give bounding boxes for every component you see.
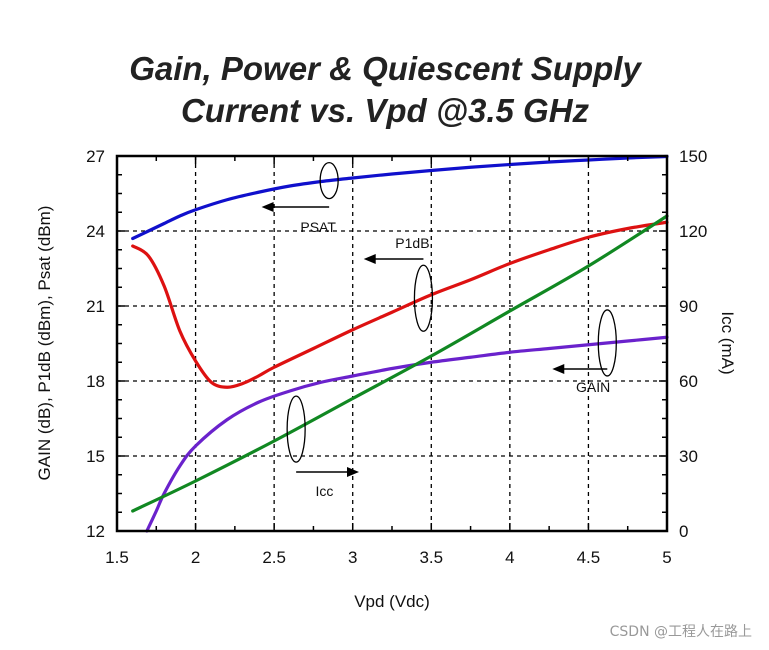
y-tick-label-right: 0 [679,522,688,541]
callout-arrowhead-psat [261,202,274,212]
callout-label-icc: Icc [315,483,333,499]
series-line-p1db [131,220,669,389]
y-tick-label-right: 60 [679,372,698,391]
callout-arrowhead-gain [552,364,565,374]
chart-title-line2: Current vs. Vpd @3.5 GHz [181,92,590,129]
callout-ellipse-icc [286,395,306,463]
x-tick-label: 4.5 [577,548,601,567]
y-tick-label-right: 30 [679,447,698,466]
x-tick-label: 4 [505,548,514,567]
watermark: CSDN @工程人在路上 [610,624,752,640]
series-line-icc [131,214,669,513]
chart-title-line1: Gain, Power & Quiescent Supply [129,50,642,87]
x-tick-label: 3 [348,548,357,567]
plot-frame [115,154,669,533]
callout-ellipse-p1db [413,264,434,332]
callout-arrowhead-p1db [363,254,376,264]
annotations: PSAT P1dB GAIN Icc [261,161,617,499]
callout-label-gain: GAIN [576,379,610,395]
y-tick-label-left: 21 [86,297,105,316]
y-tick-label-left: 18 [86,372,105,391]
x-tick-label: 1.5 [105,548,129,567]
y-tick-label-right: 150 [679,147,707,166]
callout-label-p1db: P1dB [395,235,429,251]
x-tick-label: 5 [662,548,671,567]
callout-arrowhead-icc [347,467,359,477]
callout-label-psat: PSAT [300,219,336,235]
series-line-psat [131,154,669,241]
grid [117,156,667,531]
x-axis-label: Vpd (Vdc) [354,592,430,611]
y-axis-label-right: Icc (mA) [718,311,737,374]
callout-ellipse-psat [319,161,339,200]
y-axis-label-left: GAIN (dB), P1dB (dBm), Psat (dBm) [35,206,54,481]
ticks: 1.5 2 2.5 3 3.5 4 4.5 5 12 15 18 21 24 27 0 30 60 90 120 15… [86,147,707,567]
y-tick-label-left: 12 [86,522,105,541]
y-tick-label-right: 90 [679,297,698,316]
y-tick-label-left: 27 [86,147,105,166]
x-tick-label: 2 [191,548,200,567]
y-tick-label-right: 120 [679,222,707,241]
y-tick-label-left: 15 [86,447,105,466]
series-line-gain [145,335,669,533]
series-layer [131,154,669,533]
x-tick-label: 2.5 [262,548,286,567]
x-tick-label: 3.5 [419,548,443,567]
callout-ellipse-gain [597,309,617,377]
y-tick-label-left: 24 [86,222,105,241]
